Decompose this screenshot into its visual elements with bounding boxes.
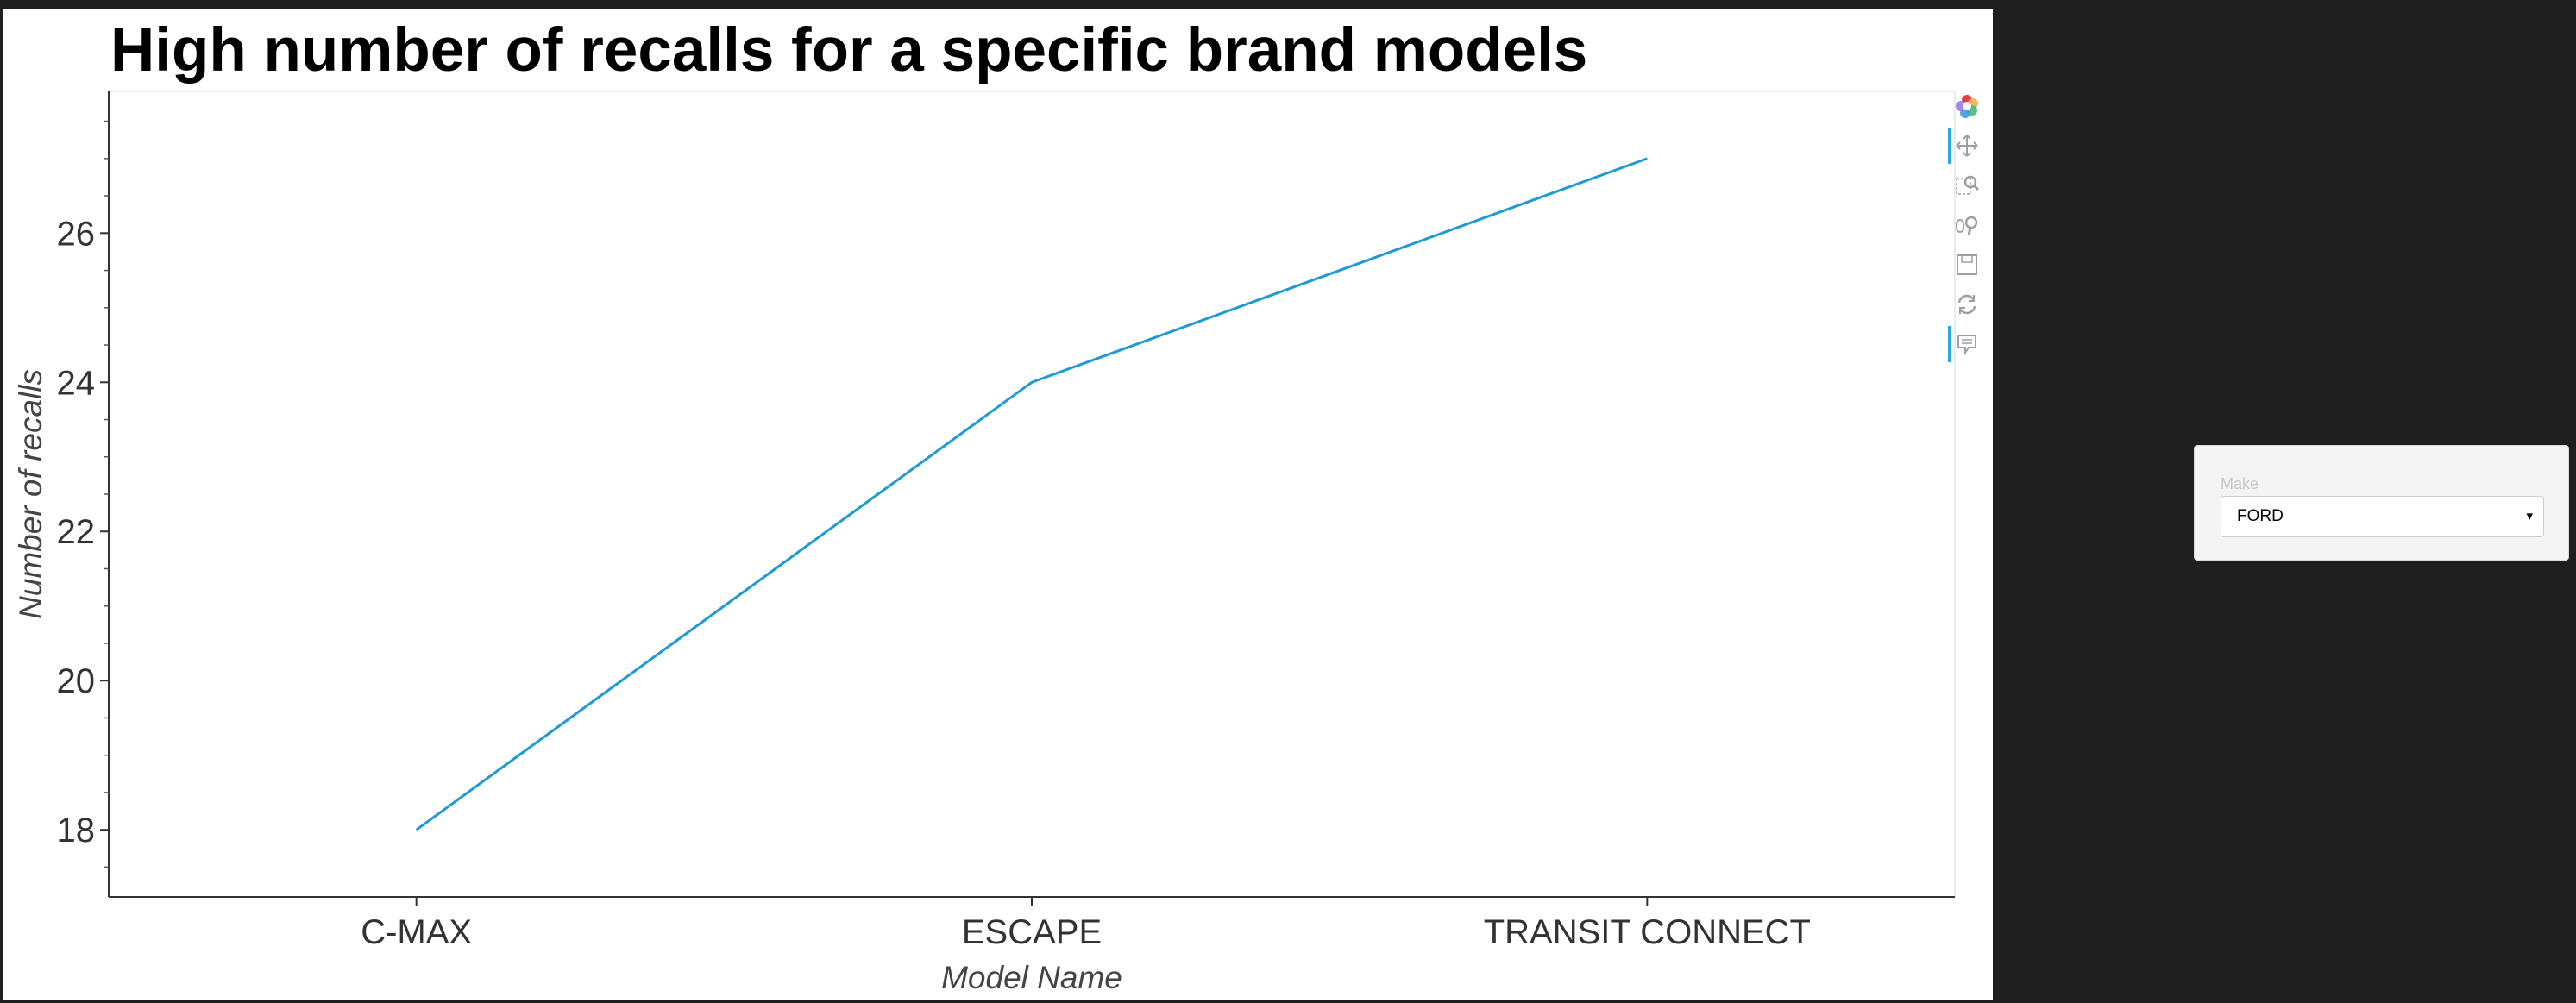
box-zoom-tool-button[interactable] bbox=[1948, 166, 1986, 205]
series-line[interactable] bbox=[415, 157, 1648, 831]
plot-frame bbox=[108, 91, 1956, 898]
save-tool-button[interactable] bbox=[1948, 245, 1986, 285]
save-icon bbox=[1957, 254, 1977, 275]
y-tick-label: 22 bbox=[57, 513, 96, 551]
x-tick-label: ESCAPE bbox=[962, 913, 1102, 951]
data-point[interactable] bbox=[408, 821, 425, 838]
plot-toolbar bbox=[1948, 86, 1986, 364]
reset-tool-button[interactable] bbox=[1948, 285, 1986, 324]
plot-panel: High number of recalls for a specific br… bbox=[3, 9, 1993, 1000]
make-select[interactable]: FORD ▾ bbox=[2221, 496, 2544, 537]
wheel-zoom-tool-button[interactable] bbox=[1948, 205, 1986, 245]
x-axis-label: Model Name bbox=[941, 960, 1122, 995]
y-tick-label: 26 bbox=[57, 215, 96, 253]
y-tick-label: 24 bbox=[57, 364, 96, 402]
chevron-down-icon[interactable]: ▾ bbox=[2526, 509, 2533, 523]
x-tick-label: C-MAX bbox=[361, 913, 472, 951]
bokeh-logo-icon[interactable] bbox=[1948, 86, 1986, 126]
line-chart[interactable]: 18 20 22 24 26 C-MAX ESCAPE TRANSIT CONNECT Mode… bbox=[3, 9, 1993, 1000]
y-tick-label: 20 bbox=[57, 662, 96, 700]
hover-tool-button[interactable] bbox=[1948, 324, 1986, 364]
data-point[interactable] bbox=[1638, 150, 1656, 167]
wheel-zoom-icon bbox=[1956, 216, 1978, 236]
y-tick-label: 18 bbox=[57, 812, 96, 849]
chart-title: High number of recalls for a specific br… bbox=[110, 16, 1588, 85]
y-axis-label: Number of recalls bbox=[13, 369, 48, 619]
pan-icon bbox=[1956, 135, 1978, 157]
make-select-label: Make bbox=[2221, 475, 2259, 492]
pan-tool-button[interactable] bbox=[1948, 126, 1986, 166]
data-point[interactable] bbox=[1023, 373, 1040, 391]
make-widget-panel: Make FORD ▾ bbox=[2194, 445, 2569, 561]
reset-icon bbox=[1957, 294, 1976, 315]
box-zoom-icon bbox=[1956, 175, 1979, 195]
hover-icon bbox=[1957, 335, 1976, 356]
x-tick-label: TRANSIT CONNECT bbox=[1484, 913, 1811, 951]
make-select-value: FORD bbox=[2237, 507, 2284, 525]
